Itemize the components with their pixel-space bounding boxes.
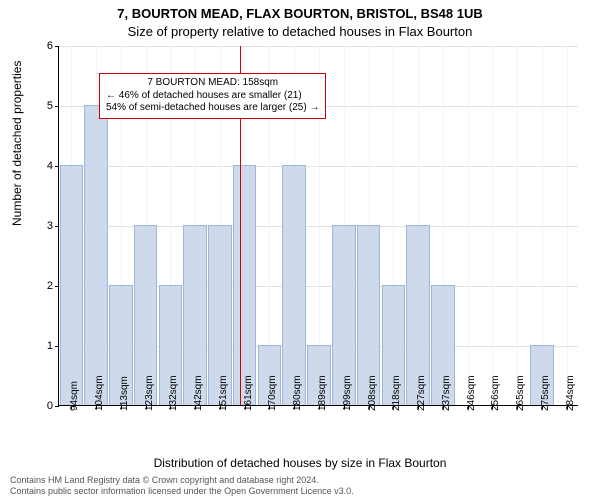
xtick-label: 189sqm bbox=[317, 375, 328, 411]
xtick-label: 170sqm bbox=[267, 375, 278, 411]
annotation-title: 7 BOURTON MEAD: 158sqm bbox=[106, 77, 319, 90]
xtick-label: 218sqm bbox=[391, 375, 402, 411]
ytick-label: 1 bbox=[47, 340, 59, 352]
x-axis-label: Distribution of detached houses by size … bbox=[0, 456, 600, 470]
xtick-label: 227sqm bbox=[416, 375, 427, 411]
xtick-label: 199sqm bbox=[342, 375, 353, 411]
ytick-label: 2 bbox=[47, 280, 59, 292]
footer-line-2: Contains public sector information licen… bbox=[10, 486, 354, 497]
plot-area: 012345694sqm104sqm113sqm123sqm132sqm142s… bbox=[58, 46, 578, 406]
ytick-label: 3 bbox=[47, 220, 59, 232]
xtick-label: 256sqm bbox=[490, 375, 501, 411]
xtick-label: 180sqm bbox=[292, 375, 303, 411]
gridline-v bbox=[567, 46, 568, 405]
ytick-label: 5 bbox=[47, 100, 59, 112]
gridline-v bbox=[492, 46, 493, 405]
annotation-line-larger: 54% of semi-detached houses are larger (… bbox=[106, 102, 319, 115]
bar bbox=[233, 165, 257, 405]
xtick-label: 161sqm bbox=[243, 375, 254, 411]
xtick-label: 275sqm bbox=[540, 375, 551, 411]
chart-subtitle: Size of property relative to detached ho… bbox=[0, 24, 600, 39]
xtick-label: 284sqm bbox=[565, 375, 576, 411]
xtick-label: 132sqm bbox=[168, 375, 179, 411]
xtick-label: 113sqm bbox=[119, 376, 130, 411]
ytick-label: 0 bbox=[47, 400, 59, 412]
xtick-label: 151sqm bbox=[218, 375, 229, 411]
bar bbox=[282, 165, 306, 405]
xtick-label: 123sqm bbox=[144, 375, 155, 411]
xtick-label: 142sqm bbox=[193, 375, 204, 411]
xtick-label: 237sqm bbox=[441, 375, 452, 411]
bar bbox=[60, 165, 84, 405]
annotation-box: 7 BOURTON MEAD: 158sqm← 46% of detached … bbox=[99, 73, 326, 119]
gridline-v bbox=[468, 46, 469, 405]
gridline-v bbox=[517, 46, 518, 405]
property-size-chart: 7, BOURTON MEAD, FLAX BOURTON, BRISTOL, … bbox=[0, 0, 600, 500]
annotation-line-smaller: ← 46% of detached houses are smaller (21… bbox=[106, 90, 319, 103]
xtick-label: 104sqm bbox=[94, 375, 105, 411]
xtick-label: 265sqm bbox=[515, 375, 526, 411]
chart-footer: Contains HM Land Registry data © Crown c… bbox=[10, 475, 354, 497]
chart-title-address: 7, BOURTON MEAD, FLAX BOURTON, BRISTOL, … bbox=[0, 6, 600, 21]
xtick-label: 94sqm bbox=[69, 381, 80, 411]
footer-line-1: Contains HM Land Registry data © Crown c… bbox=[10, 475, 354, 486]
xtick-label: 208sqm bbox=[367, 375, 378, 411]
ytick-label: 6 bbox=[47, 40, 59, 52]
bar bbox=[84, 105, 108, 405]
xtick-label: 246sqm bbox=[466, 375, 477, 411]
ytick-label: 4 bbox=[47, 160, 59, 172]
y-axis-label: Number of detached properties bbox=[10, 61, 24, 226]
